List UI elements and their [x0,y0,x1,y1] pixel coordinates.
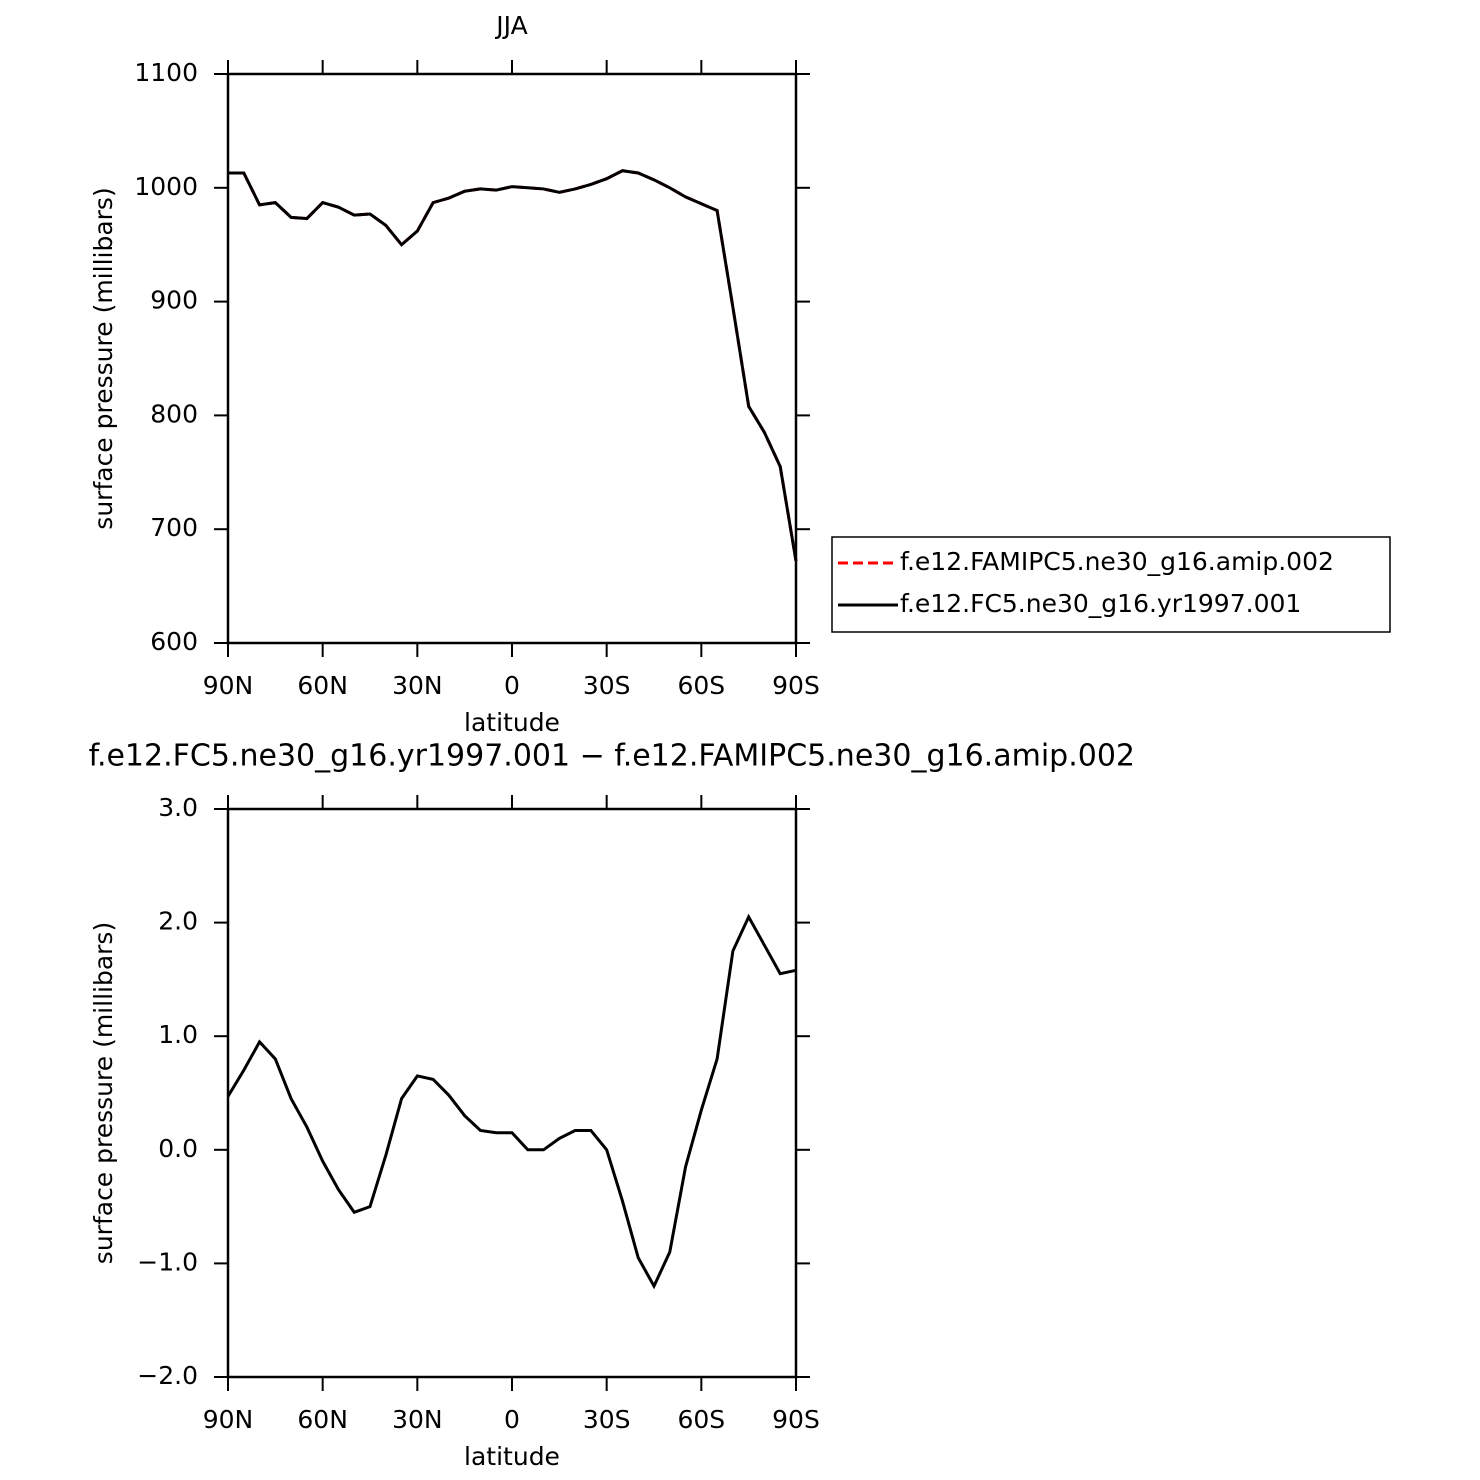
x-tick-label: 30N [392,671,443,700]
y-tick-label: 700 [150,513,198,542]
x-tick-label: 60N [297,671,348,700]
y-tick-label: 0.0 [158,1134,198,1163]
chart-title: JJA [494,11,527,40]
y-tick-label: −1.0 [137,1247,198,1276]
legend-label: f.e12.FAMIPC5.ne30_g16.amip.002 [900,547,1334,576]
x-tick-label: 60N [297,1405,348,1434]
x-tick-label: 30N [392,1405,443,1434]
y-tick-label: 1100 [134,58,198,87]
x-axis-label: latitude [464,1442,560,1471]
chart-title: f.e12.FC5.ne30_g16.yr1997.001 − f.e12.FA… [89,739,1135,774]
data-line [228,169,798,562]
y-axis-label: surface pressure (millibars) [89,922,118,1264]
y-tick-label: −2.0 [137,1361,198,1390]
x-tick-label: 0 [504,671,520,700]
y-tick-label: 1000 [134,172,198,201]
y-axis-label: surface pressure (millibars) [89,187,118,529]
data-line [226,913,797,1290]
y-tick-label: 2.0 [158,907,198,936]
x-tick-label: 60S [677,671,725,700]
y-tick-label: 900 [150,286,198,315]
data-line [228,169,798,562]
x-axis-label: latitude [464,708,560,737]
y-tick-label: 1.0 [158,1020,198,1049]
plot-frame [226,807,798,1379]
y-tick-label: 3.0 [158,793,198,822]
x-tick-label: 90S [772,1405,820,1434]
x-tick-label: 30S [583,1405,631,1434]
y-tick-label: 800 [150,399,198,428]
x-tick-label: 90N [203,1405,254,1434]
x-tick-label: 90S [772,671,820,700]
x-tick-label: 60S [677,1405,725,1434]
y-tick-label: 600 [150,627,198,656]
x-tick-label: 30S [583,671,631,700]
legend-label: f.e12.FC5.ne30_g16.yr1997.001 [900,589,1301,618]
x-tick-label: 0 [504,1405,520,1434]
x-tick-label: 90N [203,671,254,700]
legend-box [831,536,1391,633]
plot-frame [226,72,798,645]
